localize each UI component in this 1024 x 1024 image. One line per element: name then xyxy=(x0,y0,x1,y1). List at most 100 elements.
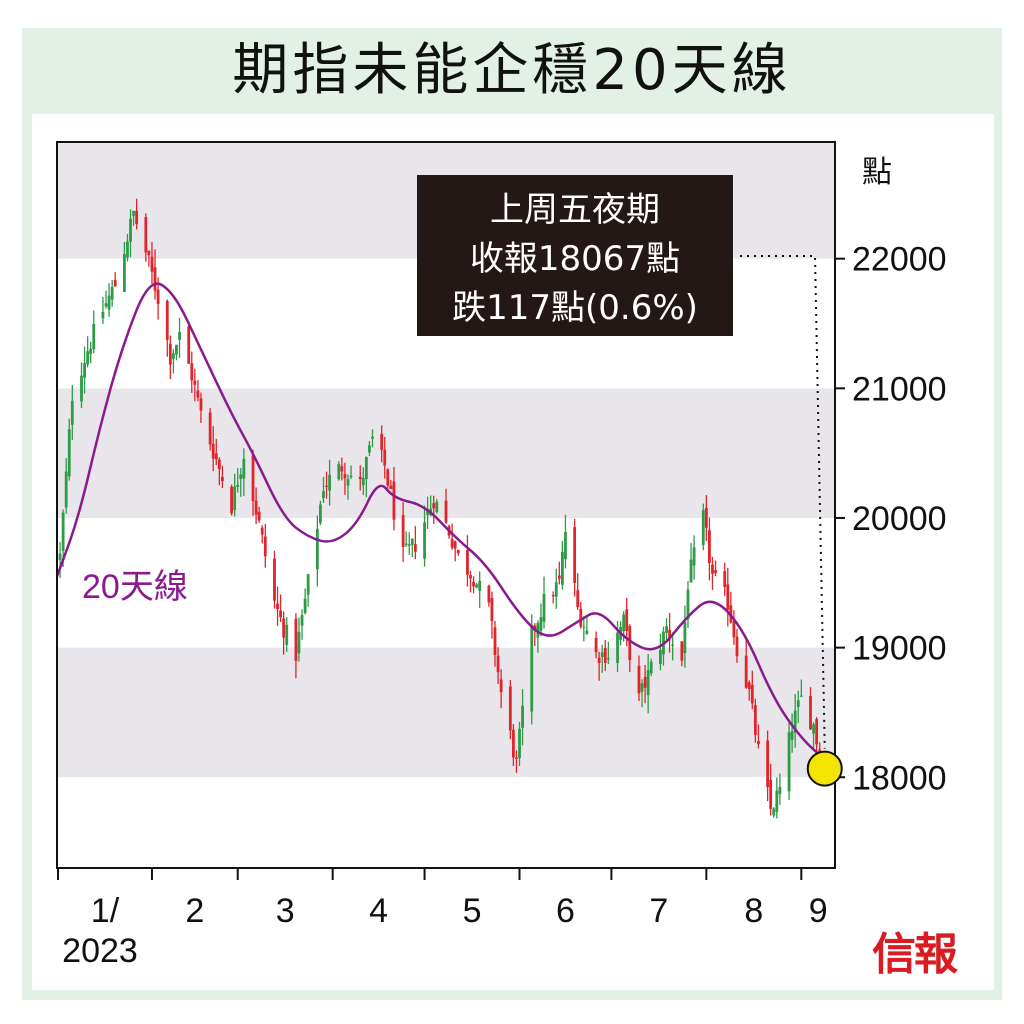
candle-body xyxy=(625,609,629,631)
candle-body xyxy=(208,412,212,445)
candle-body xyxy=(86,351,90,365)
candle-body xyxy=(711,564,714,574)
candle-body xyxy=(778,786,782,795)
candle-body xyxy=(680,641,684,661)
candle-body xyxy=(110,286,114,300)
candle-body xyxy=(171,353,175,359)
ma20-line xyxy=(55,282,824,759)
annotation-line-2: 收報18067點 xyxy=(470,239,680,279)
annotation-box xyxy=(417,175,733,336)
chart-title: 期指未能企穩20天線 xyxy=(232,38,792,103)
candle-body xyxy=(236,484,240,487)
candle-body xyxy=(260,527,264,535)
candle-body xyxy=(113,280,117,287)
candle-body xyxy=(273,558,276,601)
x-tick-label: 5 xyxy=(463,892,482,930)
candle-body xyxy=(600,652,604,658)
candle-body xyxy=(646,670,650,696)
candle-body xyxy=(490,597,494,622)
candle-body xyxy=(637,665,641,694)
candle-body xyxy=(704,507,708,528)
candle-body xyxy=(371,436,374,439)
candle-body xyxy=(368,445,371,453)
y-tick-label: 21000 xyxy=(852,370,947,408)
candle-body xyxy=(361,477,365,486)
candle-body xyxy=(775,790,779,812)
candle-body xyxy=(628,626,632,661)
candle-body xyxy=(521,705,524,728)
candle-body xyxy=(168,343,172,365)
candle-body xyxy=(92,324,96,350)
candle-body xyxy=(263,536,267,557)
candle-body xyxy=(386,469,390,486)
candle-body xyxy=(165,300,169,340)
candle-body xyxy=(346,479,350,486)
candle-body xyxy=(708,530,711,563)
candle-body xyxy=(665,626,668,633)
candle-body xyxy=(126,241,129,258)
candle-body xyxy=(772,808,776,816)
candle-body xyxy=(564,532,567,560)
candle-body xyxy=(511,729,515,758)
candle-body xyxy=(426,510,430,515)
candle-body xyxy=(809,696,812,730)
candle-body xyxy=(328,474,332,491)
candle-body xyxy=(444,500,448,523)
candle-body xyxy=(450,538,454,548)
candle-body xyxy=(542,593,546,622)
candle-body xyxy=(190,363,194,381)
candle-body xyxy=(530,625,534,712)
candle-body xyxy=(432,503,436,509)
candle-body xyxy=(475,584,479,588)
candle-body xyxy=(294,618,298,661)
annotation-line-1: 上周五夜期 xyxy=(490,190,660,230)
candle-body xyxy=(306,574,310,595)
candle-body xyxy=(147,250,151,256)
x-tick-label: 9 xyxy=(809,892,828,930)
candle-body xyxy=(214,453,218,460)
candle-body xyxy=(499,679,503,693)
candle-body xyxy=(603,648,607,663)
candle-body xyxy=(67,429,71,477)
candle-body xyxy=(579,608,583,627)
candle-body xyxy=(576,590,580,608)
y-tick-label: 22000 xyxy=(852,241,947,279)
candle-body xyxy=(793,710,797,733)
candle-body xyxy=(383,449,387,466)
candle-body xyxy=(58,553,62,560)
candle-body xyxy=(404,543,408,545)
x-tick-label: 3 xyxy=(276,892,295,930)
candle-body xyxy=(315,528,319,570)
candle-body xyxy=(472,581,475,587)
plot-border xyxy=(56,141,836,869)
candle-body xyxy=(515,757,518,759)
candle-body xyxy=(466,550,469,575)
candle-body xyxy=(622,614,626,632)
candle-body xyxy=(744,655,748,688)
candle-body xyxy=(150,256,154,272)
candle-body xyxy=(196,390,200,398)
candle-body xyxy=(221,476,224,481)
y-axis: 18000 19000 20000 21000 22000 xyxy=(835,241,947,797)
candle-body xyxy=(456,549,460,554)
candle-body xyxy=(254,500,258,515)
candle-body xyxy=(714,570,717,574)
candle-body xyxy=(453,541,457,549)
candle-body xyxy=(233,486,237,511)
candle-body xyxy=(279,610,282,618)
candle-body xyxy=(251,455,255,502)
candle-body xyxy=(692,547,696,566)
grid-band xyxy=(57,777,835,868)
candle-body xyxy=(508,686,512,731)
candle-body xyxy=(606,658,610,660)
candle-body xyxy=(107,295,111,310)
candle-body xyxy=(689,559,693,583)
candle-body xyxy=(132,210,135,216)
candle-body xyxy=(554,582,558,597)
candle-body xyxy=(392,481,396,520)
candle-body xyxy=(487,585,491,603)
candle-body xyxy=(364,457,368,480)
candle-body xyxy=(649,661,653,674)
candle-body xyxy=(410,538,414,545)
grid-bands xyxy=(57,142,835,868)
